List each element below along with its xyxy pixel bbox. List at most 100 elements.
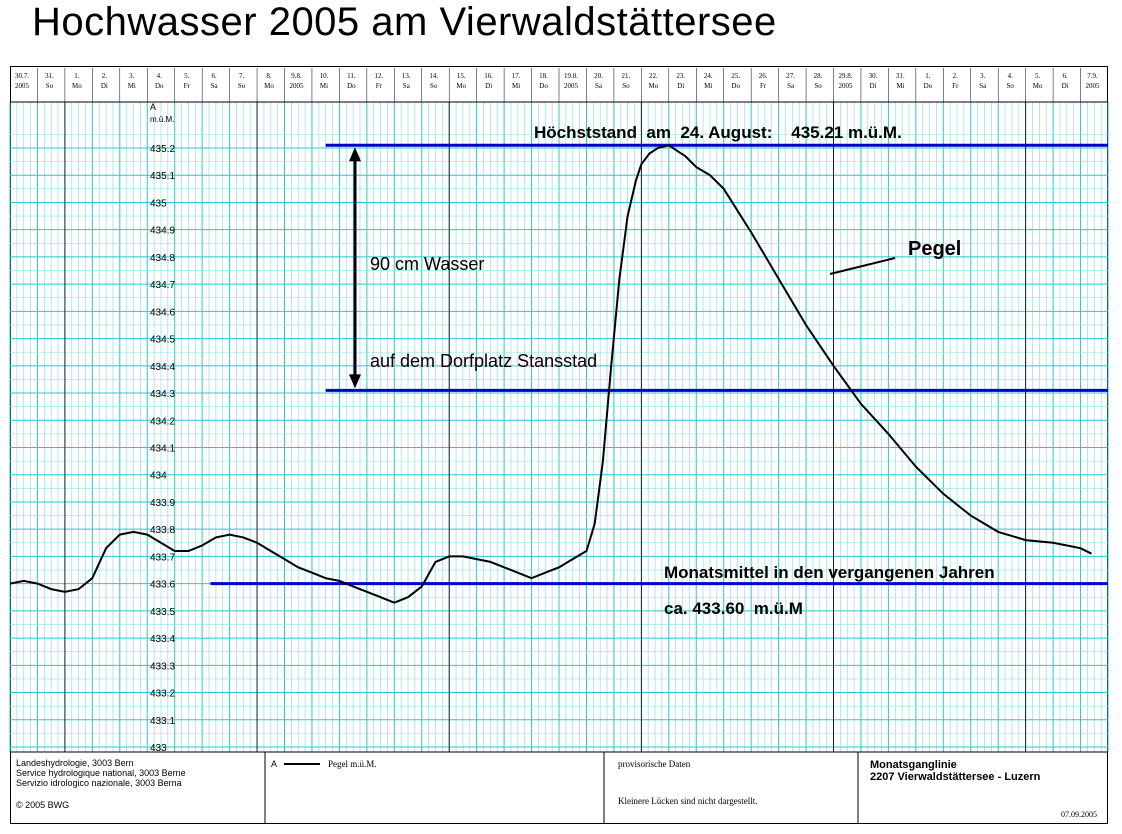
x-tick-label: 8. xyxy=(266,72,272,80)
x-tick-sublabel: Di xyxy=(869,82,876,90)
x-tick-sublabel: Do xyxy=(155,82,164,90)
pegel-label: Pegel xyxy=(908,238,961,260)
x-tick-sublabel: Di xyxy=(485,82,492,90)
x-tick-label: 1. xyxy=(74,72,80,80)
x-tick-sublabel: Sa xyxy=(403,82,411,90)
x-tick-sublabel: Mi xyxy=(128,82,136,90)
x-tick-sublabel: Do xyxy=(731,82,740,90)
y-tick-label: 434.5 xyxy=(150,335,175,346)
x-tick-label: 7.9. xyxy=(1087,72,1098,80)
x-tick-label: 30. xyxy=(869,72,878,80)
x-tick-sublabel: So xyxy=(1006,82,1014,90)
x-tick-sublabel: Sa xyxy=(595,82,603,90)
footer-org-2: Service hydrologique national, 3003 Bern… xyxy=(16,768,186,778)
x-tick-sublabel: Mo xyxy=(264,82,274,90)
x-tick-sublabel: Fr xyxy=(376,82,383,90)
station-name: 2207 Vierwaldstättersee - Luzern xyxy=(870,771,1041,783)
x-tick-label: 24. xyxy=(704,72,713,80)
y-tick-label: 433.3 xyxy=(150,661,175,672)
span-sublabel: auf dem Dorfplatz Stansstad xyxy=(370,351,597,371)
x-tick-label: 25. xyxy=(731,72,740,80)
x-tick-sublabel: Mi xyxy=(704,82,712,90)
x-tick-sublabel: Do xyxy=(347,82,356,90)
x-tick-label: 20. xyxy=(594,72,603,80)
y-tick-label: 433 xyxy=(150,743,167,754)
y-tick-label: 434.2 xyxy=(150,416,175,427)
y-tick-label: 434.3 xyxy=(150,389,175,400)
x-tick-sublabel: Di xyxy=(101,82,108,90)
y-tick-label: 435.2 xyxy=(150,144,175,155)
y-tick-label: 433.5 xyxy=(150,607,175,618)
arrow-head-top xyxy=(349,147,361,162)
x-tick-sublabel: Mo xyxy=(72,82,82,90)
x-tick-sublabel: Di xyxy=(1062,82,1069,90)
x-tick-label: 7. xyxy=(239,72,245,80)
footer-copyright: © 2005 BWG xyxy=(16,800,70,810)
footer-org-3: Servizio idrologico nazionale, 3003 Bern… xyxy=(16,778,182,788)
x-tick-sublabel: Sa xyxy=(211,82,219,90)
x-tick-label: 17. xyxy=(512,72,521,80)
peak-label: Höchststand am 24. August: 435.21 m.ü.M. xyxy=(534,123,902,142)
reference-lines xyxy=(210,143,1108,586)
x-tick-sublabel: So xyxy=(46,82,54,90)
gaps-note: Kleinere Lücken sind nicht dargestellt. xyxy=(618,796,758,806)
x-tick-sublabel: Mo xyxy=(648,82,658,90)
x-tick-sublabel: So xyxy=(814,82,822,90)
x-tick-label: 28. xyxy=(814,72,823,80)
y-tick-label: 433.4 xyxy=(150,634,175,645)
x-tick-label: 15. xyxy=(457,72,466,80)
legend-text: Pegel m.ü.M. xyxy=(328,759,377,769)
x-axis-ticks: 30.7.200531.So1.Mo2.Di3.Mi4.Do5.Fr6.Sa7.… xyxy=(15,68,1100,102)
x-tick-sublabel: 2005 xyxy=(564,82,579,90)
x-tick-label: 12. xyxy=(374,72,383,80)
y-axis-ticks: 435.2 435.1 435 434.9 434.8 434.7 434.6 434.5 43… xyxy=(150,144,175,754)
x-tick-sublabel: So xyxy=(622,82,630,90)
x-tick-label: 10. xyxy=(320,72,329,80)
y-axis-label: A xyxy=(150,102,156,112)
x-tick-sublabel: Di xyxy=(677,82,684,90)
x-tick-sublabel: Mi xyxy=(512,82,520,90)
arrow-head-bottom xyxy=(349,374,361,389)
x-tick-sublabel: Fr xyxy=(952,82,959,90)
x-tick-sublabel: 2005 xyxy=(15,82,30,90)
x-tick-label: 2. xyxy=(953,72,959,80)
x-tick-label: 31. xyxy=(896,72,905,80)
x-tick-label: 5. xyxy=(1035,72,1041,80)
y-tick-label: 433.7 xyxy=(150,552,175,563)
x-tick-sublabel: So xyxy=(430,82,438,90)
legend-letter: A xyxy=(271,759,278,769)
x-tick-label: 11. xyxy=(347,72,356,80)
x-tick-sublabel: So xyxy=(238,82,246,90)
x-tick-sublabel: Sa xyxy=(787,82,795,90)
footer-box xyxy=(10,751,1108,824)
x-tick-label: 1. xyxy=(925,72,931,80)
y-tick-label: 433.8 xyxy=(150,525,175,536)
y-tick-label: 433.1 xyxy=(150,716,175,727)
y-tick-label: 435 xyxy=(150,198,167,209)
x-tick-label: 27. xyxy=(786,72,795,80)
y-tick-label: 433.2 xyxy=(150,689,175,700)
x-tick-sublabel: Do xyxy=(539,82,548,90)
y-tick-label: 434.4 xyxy=(150,362,175,373)
x-tick-label: 14. xyxy=(429,72,438,80)
x-tick-label: 5. xyxy=(184,72,190,80)
x-tick-label: 22. xyxy=(649,72,658,80)
y-axis-unit: m.ü.M. xyxy=(150,115,174,124)
x-tick-label: 3. xyxy=(129,72,135,80)
x-tick-sublabel: Fr xyxy=(760,82,767,90)
x-tick-label: 18. xyxy=(539,72,548,80)
x-tick-label: 6. xyxy=(1062,72,1068,80)
x-tick-sublabel: Mi xyxy=(896,82,904,90)
x-tick-sublabel: Sa xyxy=(979,82,987,90)
y-tick-label: 434.7 xyxy=(150,280,175,291)
chart-kind: Monatsganglinie xyxy=(870,759,957,771)
x-tick-label: 9.8. xyxy=(291,72,302,80)
x-tick-label: 19.8. xyxy=(564,72,578,80)
provisional-note: provisorische Daten xyxy=(618,759,691,769)
x-tick-label: 6. xyxy=(212,72,218,80)
y-tick-label: 434.1 xyxy=(150,444,175,455)
y-tick-label: 434.9 xyxy=(150,226,175,237)
x-tick-label: 3. xyxy=(980,72,986,80)
x-tick-label: 30.7. xyxy=(15,72,29,80)
series-line-pegel xyxy=(9,144,1092,604)
